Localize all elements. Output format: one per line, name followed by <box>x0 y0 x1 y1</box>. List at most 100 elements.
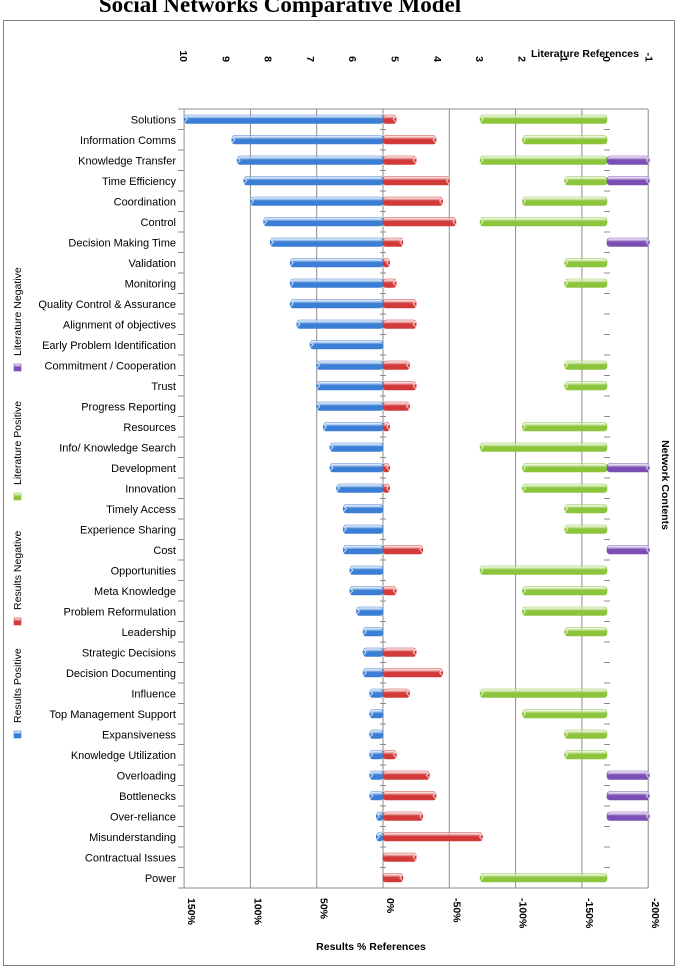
bar-end-cap <box>392 587 397 595</box>
bar-end-cap <box>376 833 381 841</box>
bar-results-negative <box>382 873 404 883</box>
results-axis: 150% 100% 50% 0% -50% -100% -150% -200% <box>185 898 661 929</box>
literature-tick-label: 7 <box>304 56 316 62</box>
bar-end-cap <box>479 443 484 451</box>
bar-end-cap <box>419 546 424 554</box>
category-label: Resources <box>123 422 176 434</box>
bar-end-cap <box>316 382 321 390</box>
bar-end-cap <box>369 792 374 800</box>
bar-end-cap <box>522 587 527 595</box>
results-tick-label: -200% <box>649 898 661 929</box>
bar-end-cap <box>236 156 241 164</box>
bar-literature-positive <box>522 135 608 145</box>
bar-literature-positive <box>522 196 608 206</box>
literature-tick-label: 6 <box>346 56 358 62</box>
literature-tick-label: 5 <box>389 56 401 62</box>
category-label: Decision Documenting <box>66 668 176 680</box>
literature-tick-label: 0 <box>600 56 612 62</box>
bar-literature-negative <box>606 155 650 165</box>
category-label: Quality Control & Assurance <box>38 299 176 311</box>
category-label: Cost <box>153 545 176 557</box>
bar-literature-negative <box>606 770 650 780</box>
bar-end-cap <box>645 177 650 185</box>
bar-literature-positive <box>564 750 608 760</box>
bar-end-cap <box>362 648 367 656</box>
bar-results-positive <box>250 196 384 206</box>
bar-results-positive <box>316 360 384 370</box>
bar-literature-positive <box>479 565 608 575</box>
literature-tick-label: 9 <box>219 56 231 62</box>
category-label: Problem Reformulation <box>64 606 177 618</box>
category-label: Alignment of objectives <box>63 319 177 331</box>
bar-results-positive <box>316 401 384 411</box>
bar-results-positive <box>342 504 384 514</box>
bar-literature-positive <box>522 709 608 719</box>
category-label: Coordination <box>114 196 176 208</box>
legend-label: Literature Negative <box>12 267 24 356</box>
results-tick-label: 0% <box>384 898 396 914</box>
bar-results-positive <box>369 770 384 780</box>
literature-tick-label: 4 <box>431 56 443 62</box>
bar-end-cap <box>412 156 417 164</box>
bar-end-cap <box>369 771 374 779</box>
bar-end-cap <box>645 771 650 779</box>
bar-end-cap <box>183 115 188 123</box>
bar-end-cap <box>412 853 417 861</box>
bar-end-cap <box>564 361 569 369</box>
bar-end-cap <box>522 607 527 615</box>
bar-literature-positive <box>564 176 608 186</box>
bar-end-cap <box>645 464 650 472</box>
bar-literature-negative <box>606 811 650 821</box>
bar-literature-positive <box>564 729 608 739</box>
bar-end-cap <box>522 136 527 144</box>
bar-end-cap <box>645 792 650 800</box>
bar-end-cap <box>445 177 450 185</box>
bar-results-negative <box>382 811 424 821</box>
bar-results-positive <box>329 442 384 452</box>
bar-results-positive <box>349 565 384 575</box>
category-label: Solutions <box>131 114 177 126</box>
bar-end-cap <box>432 136 437 144</box>
bar-results-negative <box>382 545 424 555</box>
bar-results-positive <box>336 483 384 493</box>
bar-results-positive <box>289 258 384 268</box>
bar-end-cap <box>356 607 361 615</box>
bar-end-cap <box>645 238 650 246</box>
bar-end-cap <box>289 279 294 287</box>
bar-marks <box>183 114 650 883</box>
bar-end-cap <box>289 259 294 267</box>
bar-results-negative <box>382 135 437 145</box>
bar-end-cap <box>405 402 410 410</box>
bar-end-cap <box>342 525 347 533</box>
bar-results-negative <box>382 647 417 657</box>
bar-end-cap <box>645 546 650 554</box>
bar-literature-positive <box>564 360 608 370</box>
bar-results-positive <box>369 709 384 719</box>
bar-results-positive <box>296 319 384 329</box>
category-label: Early Problem Identification <box>42 340 176 352</box>
category-label: Expansiveness <box>102 729 176 741</box>
bar-results-negative <box>382 114 397 124</box>
bar-end-cap <box>349 587 354 595</box>
bar-results-positive <box>329 463 384 473</box>
bar-end-cap <box>369 689 374 697</box>
literature-tick-label: 2 <box>515 56 527 62</box>
bar-end-cap <box>522 423 527 431</box>
bar-end-cap <box>412 320 417 328</box>
bar-literature-positive <box>522 463 608 473</box>
bar-end-cap <box>385 484 390 492</box>
bar-end-cap <box>522 710 527 718</box>
bar-results-positive <box>369 750 384 760</box>
bar-results-negative <box>382 770 430 780</box>
bar-results-positive <box>342 524 384 534</box>
bar-end-cap <box>564 730 569 738</box>
bar-results-negative <box>382 360 410 370</box>
bar-end-cap <box>399 874 404 882</box>
bar-literature-positive <box>564 504 608 514</box>
bar-results-negative <box>382 237 404 247</box>
bar-results-positive <box>289 299 384 309</box>
category-label: Influence <box>131 688 176 700</box>
category-label: Innovation <box>125 483 176 495</box>
bar-end-cap <box>479 218 484 226</box>
bar-literature-positive <box>564 524 608 534</box>
